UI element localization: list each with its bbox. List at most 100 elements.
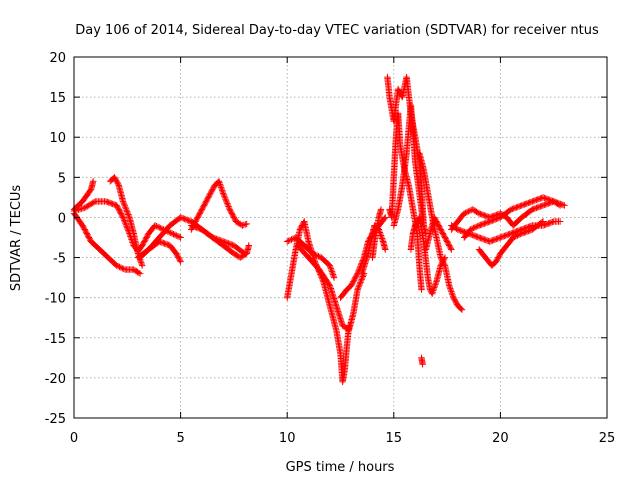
data-point <box>121 218 128 225</box>
data-point <box>231 215 238 222</box>
data-point <box>123 208 131 215</box>
data-point <box>461 210 468 217</box>
data-point <box>223 198 230 206</box>
data-point <box>151 222 159 229</box>
plot-frame <box>73 56 608 419</box>
data-point <box>114 179 121 186</box>
data-point <box>84 231 91 238</box>
data-point <box>492 258 500 265</box>
data-point <box>443 238 451 245</box>
data-point <box>434 220 442 228</box>
data-point <box>208 187 216 194</box>
data-point <box>471 224 478 231</box>
data-point <box>511 233 518 240</box>
y-tick-label: 15 <box>49 91 66 106</box>
data-point <box>207 190 214 197</box>
data-point <box>197 208 204 216</box>
data-point <box>119 198 127 205</box>
data-point <box>452 298 459 305</box>
data-point <box>326 262 333 269</box>
y-tick-label: -10 <box>45 292 66 307</box>
data-point <box>111 174 118 181</box>
y-tick-label: -25 <box>45 412 66 427</box>
data-point <box>356 282 363 289</box>
data-point <box>539 218 547 225</box>
data-point <box>113 262 120 269</box>
data-point <box>512 233 520 240</box>
x-tick-label: 25 <box>599 431 616 446</box>
data-point <box>174 253 181 260</box>
data-point <box>114 204 122 212</box>
data-point <box>174 233 181 240</box>
data-point <box>222 197 230 204</box>
data-point <box>382 214 389 221</box>
data-point <box>84 203 91 210</box>
data-point <box>436 223 443 230</box>
x-tick-label: 10 <box>279 431 296 446</box>
data-point <box>349 279 356 287</box>
data-point <box>168 230 176 237</box>
data-point <box>192 218 199 225</box>
data-point <box>203 198 210 205</box>
data-point <box>381 215 388 222</box>
data-point <box>445 241 452 248</box>
data-point <box>135 269 142 276</box>
x-tick-label: 15 <box>386 431 403 446</box>
data-point <box>156 224 163 231</box>
data-point <box>413 219 420 226</box>
data-point <box>447 245 454 252</box>
data-point <box>514 232 521 239</box>
data-point <box>176 257 184 264</box>
data-point <box>352 274 359 281</box>
data-point <box>517 231 524 238</box>
data-point <box>444 239 451 246</box>
data-point <box>144 233 151 240</box>
data-point <box>448 246 455 253</box>
data-point <box>80 224 88 232</box>
data-point <box>123 207 130 214</box>
data-point <box>113 178 120 185</box>
data-point <box>119 214 127 221</box>
data-point <box>113 202 120 209</box>
y-tick-label: -15 <box>45 332 66 347</box>
data-point <box>177 258 184 265</box>
data-point <box>117 264 125 271</box>
data-point <box>284 238 291 245</box>
y-tick-label: -5 <box>53 252 66 267</box>
data-point <box>441 261 448 268</box>
data-point <box>355 283 362 290</box>
data-point <box>205 192 213 200</box>
data-point <box>205 194 212 201</box>
data-point <box>230 214 238 221</box>
data-point <box>188 226 195 233</box>
data-point <box>315 253 322 260</box>
data-point <box>117 210 125 217</box>
x-tick-label: 20 <box>492 431 509 446</box>
data-point <box>116 263 123 271</box>
data-point <box>458 306 466 313</box>
data-point <box>239 222 246 229</box>
data-point <box>121 202 128 209</box>
data-point <box>141 237 149 244</box>
data-point <box>82 227 89 234</box>
data-point <box>357 277 365 285</box>
data-point <box>218 185 225 193</box>
data-point <box>474 222 481 230</box>
data-point <box>463 208 471 216</box>
data-point <box>360 271 367 279</box>
data-point <box>245 242 252 249</box>
data-point <box>191 219 198 226</box>
data-point <box>85 234 93 241</box>
data-point <box>117 208 124 216</box>
data-point <box>378 233 385 241</box>
data-point <box>206 191 213 198</box>
data-point <box>419 361 426 368</box>
y-tick-label: -20 <box>45 372 66 387</box>
axis-ticks: 0 5 10 15 20 25 -25 -20 -15 -10 -5 0 5 10 15 20 <box>45 51 616 446</box>
x-tick-label: 5 <box>176 431 184 446</box>
data-point <box>209 186 216 193</box>
data-point <box>495 254 502 261</box>
data-point <box>431 215 439 222</box>
data-points <box>70 73 568 386</box>
